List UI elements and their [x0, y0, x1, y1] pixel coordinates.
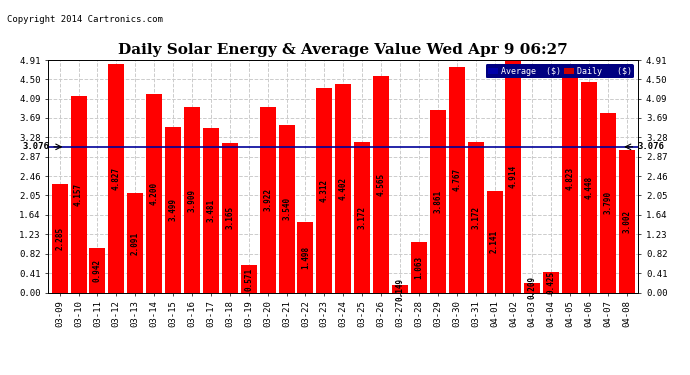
Text: 4.402: 4.402 — [339, 177, 348, 200]
Text: 4.827: 4.827 — [112, 166, 121, 190]
Bar — [562, 64, 578, 292]
Text: 4.448: 4.448 — [584, 176, 593, 199]
Text: 0.425: 0.425 — [546, 271, 555, 294]
Bar — [316, 88, 333, 292]
Bar — [354, 142, 371, 292]
Text: 3.922: 3.922 — [263, 188, 272, 211]
Text: 0.149: 0.149 — [395, 278, 404, 300]
Bar — [430, 110, 446, 292]
Text: 3.909: 3.909 — [188, 188, 197, 211]
Bar — [70, 96, 86, 292]
Bar — [184, 107, 200, 292]
Bar — [392, 285, 408, 292]
Text: 3.499: 3.499 — [168, 198, 177, 221]
Bar — [241, 266, 257, 292]
Title: Daily Solar Energy & Average Value Wed Apr 9 06:27: Daily Solar Energy & Average Value Wed A… — [119, 44, 568, 57]
Text: 2.285: 2.285 — [55, 227, 64, 250]
Text: 3.165: 3.165 — [226, 206, 235, 229]
Text: 4.823: 4.823 — [566, 167, 575, 190]
Bar — [505, 60, 522, 292]
Bar — [279, 125, 295, 292]
Legend: Average  ($), Daily   ($): Average ($), Daily ($) — [486, 64, 634, 78]
Bar — [486, 191, 502, 292]
Text: 4.312: 4.312 — [320, 179, 329, 202]
Text: 3.002: 3.002 — [622, 210, 631, 233]
Bar — [203, 128, 219, 292]
Text: 3.076: 3.076 — [22, 142, 49, 152]
Text: 0.942: 0.942 — [93, 259, 102, 282]
Bar — [335, 84, 351, 292]
Bar — [146, 94, 162, 292]
Text: 4.157: 4.157 — [74, 183, 83, 206]
Bar — [373, 76, 389, 292]
Text: Copyright 2014 Cartronics.com: Copyright 2014 Cartronics.com — [7, 15, 163, 24]
Text: 3.481: 3.481 — [206, 198, 215, 222]
Text: 3.861: 3.861 — [433, 189, 442, 213]
Bar — [297, 222, 313, 292]
Bar — [524, 283, 540, 292]
Text: 1.063: 1.063 — [415, 256, 424, 279]
Text: 4.200: 4.200 — [150, 182, 159, 205]
Text: 3.790: 3.790 — [604, 191, 613, 214]
Bar — [108, 64, 124, 292]
Text: 3.172: 3.172 — [357, 206, 366, 229]
Text: 4.565: 4.565 — [377, 173, 386, 196]
Bar — [90, 248, 106, 292]
Bar — [52, 184, 68, 292]
Bar — [411, 242, 427, 292]
Text: 2.091: 2.091 — [131, 231, 140, 255]
Bar — [619, 150, 635, 292]
Bar — [165, 127, 181, 292]
Bar — [600, 113, 616, 292]
Text: 3.076: 3.076 — [638, 142, 664, 152]
Bar — [127, 194, 144, 292]
Text: 0.209: 0.209 — [528, 276, 537, 299]
Text: 3.172: 3.172 — [471, 206, 480, 229]
Bar — [581, 82, 597, 292]
Bar — [468, 142, 484, 292]
Bar — [543, 272, 560, 292]
Bar — [448, 67, 465, 292]
Text: 4.767: 4.767 — [452, 168, 461, 191]
Bar — [259, 107, 276, 292]
Text: 0.571: 0.571 — [244, 267, 253, 291]
Bar — [221, 142, 238, 292]
Text: 1.498: 1.498 — [301, 246, 310, 268]
Text: 4.914: 4.914 — [509, 165, 518, 188]
Text: 2.141: 2.141 — [490, 230, 499, 254]
Text: 3.540: 3.540 — [282, 197, 291, 220]
